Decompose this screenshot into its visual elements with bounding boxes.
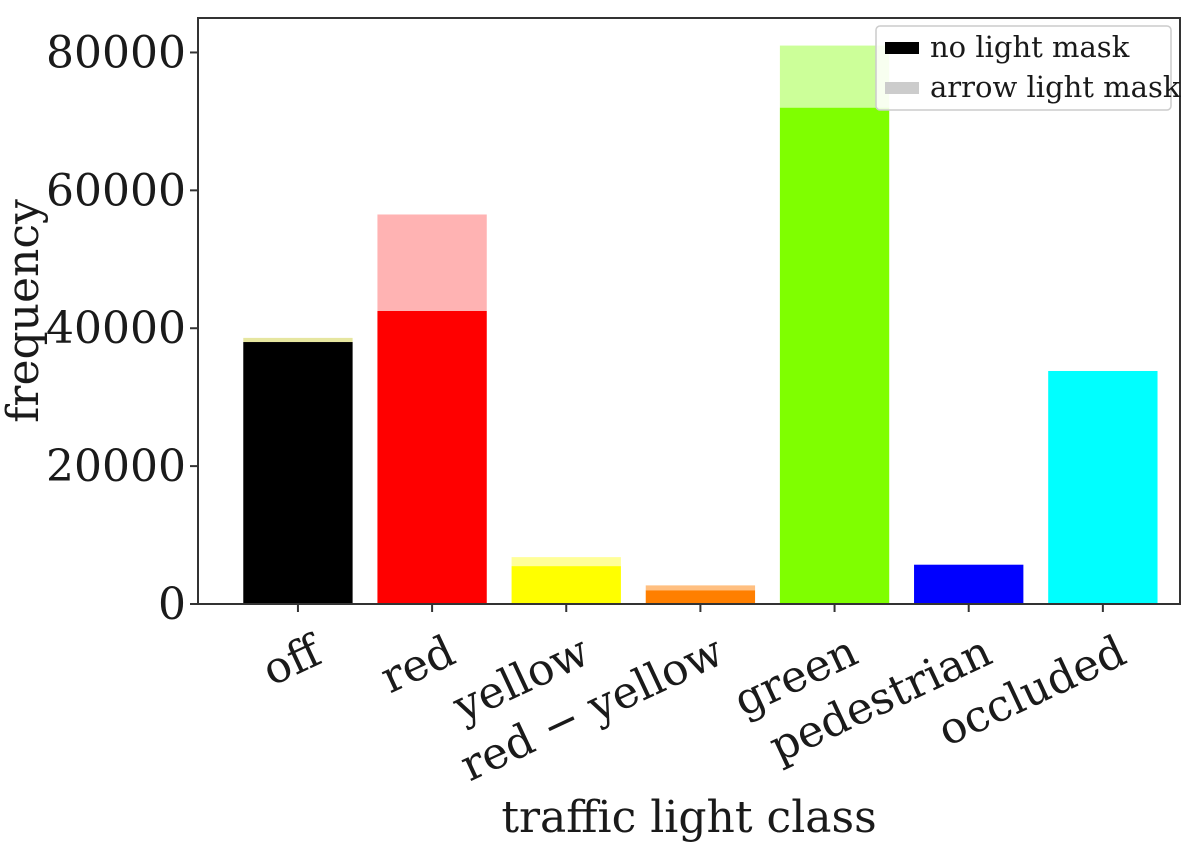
bar-red-arrow-light-mask: [377, 214, 487, 311]
plot-frame: [197, 17, 1181, 605]
bar-green-arrow-light-mask: [779, 45, 890, 108]
y-tick-label-40000: 40000: [46, 303, 186, 354]
y-axis-title: frequency: [0, 199, 49, 423]
y-axis-ticks: 0 20000 40000 60000 80000: [46, 27, 198, 630]
bar-red-yellow-no-light-mask: [645, 590, 756, 604]
bar-off-arrow-light-mask: [243, 337, 353, 343]
x-tick-label-off: off: [255, 625, 331, 697]
bar-red-no-light-mask: [377, 311, 487, 604]
bars-group: [243, 45, 1158, 604]
bar-pedestrian-no-light-mask: [914, 564, 1024, 604]
bar-red-yellow-arrow-light-mask: [645, 585, 756, 591]
x-axis-title: traffic light class: [501, 792, 876, 843]
legend-label-arrow-light-mask: arrow light mask: [930, 70, 1181, 104]
bar-yellow-arrow-light-mask: [511, 557, 621, 567]
bar-off-no-light-mask: [243, 342, 353, 604]
bar-occluded-no-light-mask: [1048, 370, 1158, 604]
legend-swatch-arrow-light-mask: [885, 82, 919, 94]
legend-box: [875, 25, 1172, 111]
bar-green-no-light-mask: [779, 107, 890, 604]
legend-label-no-light-mask: no light mask: [930, 30, 1130, 64]
bar-yellow-no-light-mask: [511, 566, 621, 604]
y-tick-label-0: 0: [158, 579, 186, 630]
legend: no light mask arrow light mask: [875, 25, 1181, 111]
y-tick-label-80000: 80000: [46, 27, 186, 78]
y-tick-label-20000: 20000: [46, 441, 186, 492]
legend-swatch-no-light-mask: [885, 42, 919, 54]
y-tick-label-60000: 60000: [46, 165, 186, 216]
